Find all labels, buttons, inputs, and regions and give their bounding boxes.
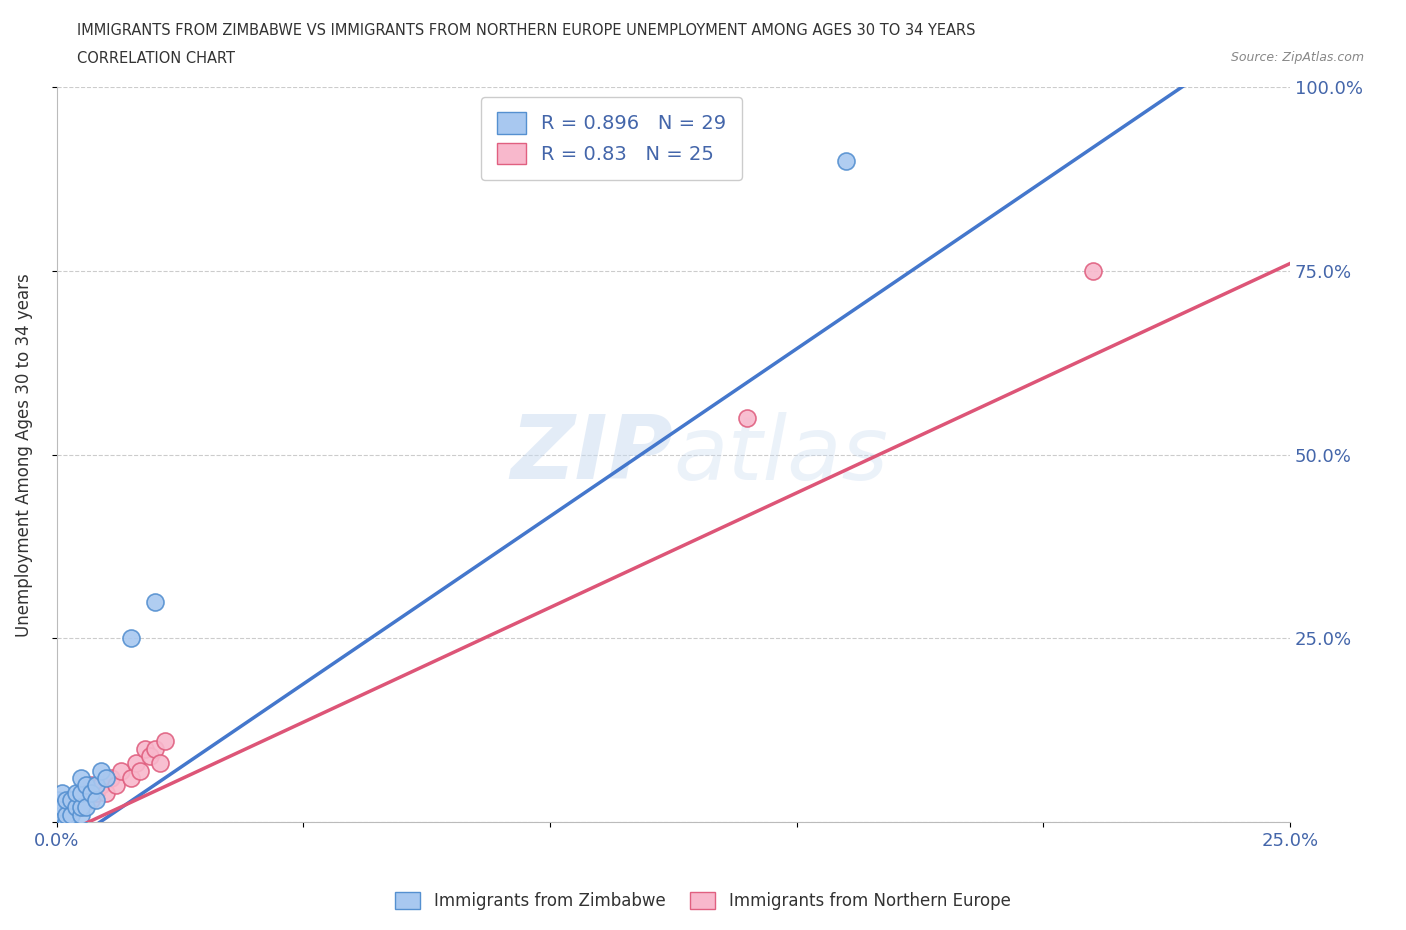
Point [143, 741, 166, 756]
Point [1081, 263, 1104, 278]
Point [104, 778, 127, 793]
Point [134, 741, 156, 756]
Point [139, 749, 162, 764]
Point [75, 785, 97, 800]
Text: Source: ZipAtlas.com: Source: ZipAtlas.com [1230, 51, 1364, 64]
Y-axis label: Unemployment Among Ages 30 to 34 years: Unemployment Among Ages 30 to 34 years [15, 272, 32, 636]
Point [94, 785, 117, 800]
Point [90, 764, 112, 778]
Point [45, 815, 67, 830]
Point [120, 631, 142, 645]
Point [51, 815, 73, 830]
Point [100, 771, 122, 786]
Point [60, 807, 83, 822]
Point [153, 734, 176, 749]
Point [45, 807, 67, 822]
Point [75, 800, 97, 815]
Point [51, 807, 73, 822]
Point [70, 807, 93, 822]
Point [737, 410, 759, 425]
Point [80, 792, 103, 807]
Point [55, 807, 77, 822]
Point [84, 778, 107, 793]
Point [65, 785, 87, 800]
Point [51, 785, 73, 800]
Point [124, 756, 146, 771]
Point [110, 764, 132, 778]
Point [94, 771, 117, 786]
Text: atlas: atlas [673, 412, 889, 498]
Point [70, 800, 93, 815]
Point [70, 800, 93, 815]
Point [55, 800, 77, 815]
Point [75, 778, 97, 793]
Legend: Immigrants from Zimbabwe, Immigrants from Northern Europe: Immigrants from Zimbabwe, Immigrants fro… [388, 885, 1018, 917]
Point [60, 792, 83, 807]
Point [149, 756, 172, 771]
Point [90, 778, 112, 793]
Point [835, 153, 858, 168]
Text: ZIP: ZIP [510, 411, 673, 498]
Point [45, 815, 67, 830]
Point [65, 800, 87, 815]
Point [51, 800, 73, 815]
Point [45, 800, 67, 815]
Point [65, 792, 87, 807]
Point [45, 792, 67, 807]
Point [60, 807, 83, 822]
Text: IMMIGRANTS FROM ZIMBABWE VS IMMIGRANTS FROM NORTHERN EUROPE UNEMPLOYMENT AMONG A: IMMIGRANTS FROM ZIMBABWE VS IMMIGRANTS F… [77, 23, 976, 38]
Point [129, 764, 152, 778]
Point [70, 785, 93, 800]
Point [80, 785, 103, 800]
Text: CORRELATION CHART: CORRELATION CHART [77, 51, 235, 66]
Point [55, 815, 77, 830]
Point [55, 792, 77, 807]
Point [51, 807, 73, 822]
Point [120, 771, 142, 786]
Legend: R = 0.896   N = 29, R = 0.83   N = 25: R = 0.896 N = 29, R = 0.83 N = 25 [481, 97, 742, 180]
Point [84, 792, 107, 807]
Point [70, 771, 93, 786]
Point [84, 785, 107, 800]
Point [143, 594, 166, 609]
Point [80, 778, 103, 793]
